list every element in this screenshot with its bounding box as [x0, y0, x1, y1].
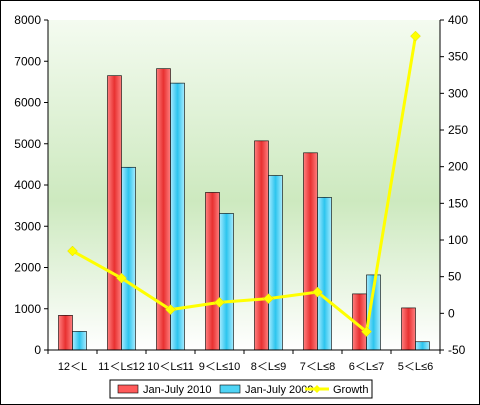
- bar-jan-july-2009: [415, 341, 430, 351]
- bar-jan-july-2009: [268, 175, 283, 351]
- growth-point: [410, 30, 421, 42]
- left-tick-label: 4000: [14, 178, 41, 192]
- bar-jan-july-2009: [72, 331, 87, 351]
- left-tick-label: 6000: [14, 96, 41, 110]
- right-tick-label: 50: [448, 270, 462, 284]
- legend: Jan-July 2010 Jan-July 2009 Growth: [109, 379, 373, 399]
- category-label: 5＜L≤6: [398, 361, 433, 373]
- category-label: 7＜L≤8: [300, 361, 335, 373]
- bar-jan-july-2009: [219, 213, 234, 351]
- right-tick-label: 400: [448, 13, 468, 27]
- bar-jan-july-2009: [317, 197, 332, 351]
- legend-swatch-2009: [219, 384, 241, 394]
- legend-marker-growth: [313, 385, 321, 393]
- bar-jan-july-2010: [254, 140, 269, 351]
- bar-jan-july-2009: [121, 166, 136, 351]
- right-tick-label: 350: [448, 50, 468, 64]
- right-tick-label: 250: [448, 123, 468, 137]
- bar-jan-july-2010: [303, 152, 318, 351]
- bar-jan-july-2010: [58, 315, 73, 351]
- right-tick-label: 200: [448, 160, 468, 174]
- growth-point: [312, 286, 323, 298]
- left-tick-label: 1000: [14, 302, 41, 316]
- category-label: 9＜L≤10: [199, 361, 241, 373]
- growth-point: [263, 293, 274, 305]
- legend-swatch-2010: [117, 384, 139, 394]
- bar-jan-july-2010: [205, 192, 220, 351]
- right-tick-label: 300: [448, 86, 468, 100]
- growth-point: [214, 296, 225, 308]
- left-tick-label: 8000: [14, 13, 41, 27]
- legend-label-growth: Growth: [333, 384, 368, 396]
- growth-point: [67, 245, 78, 257]
- right-tick-label: -50: [448, 343, 466, 357]
- bar-jan-july-2010: [401, 307, 416, 351]
- growth-point: [165, 304, 176, 316]
- category-label: 11＜L≤12: [98, 361, 145, 373]
- left-tick-label: 5000: [14, 137, 41, 151]
- right-tick-label: 150: [448, 196, 468, 210]
- category-label: 6＜L≤7: [349, 361, 384, 373]
- left-tick-label: 7000: [14, 54, 41, 68]
- category-label: 12＜L: [58, 361, 87, 373]
- legend-label-2009: Jan-July 2009: [245, 384, 314, 396]
- legend-box: [109, 379, 373, 399]
- legend-label-2010: Jan-July 2010: [143, 384, 212, 396]
- growth-line: [71, 35, 417, 335]
- category-label: 10＜L≤11: [147, 361, 194, 373]
- growth-point: [361, 326, 372, 338]
- bar-jan-july-2010: [107, 75, 122, 351]
- category-label: 8＜L≤9: [251, 361, 286, 373]
- left-tick-label: 3000: [14, 219, 41, 233]
- right-tick-label: 0: [448, 306, 455, 320]
- right-tick-label: 100: [448, 233, 468, 247]
- left-tick-label: 2000: [14, 261, 41, 275]
- growth-point: [116, 272, 127, 284]
- left-tick-label: 0: [34, 343, 41, 357]
